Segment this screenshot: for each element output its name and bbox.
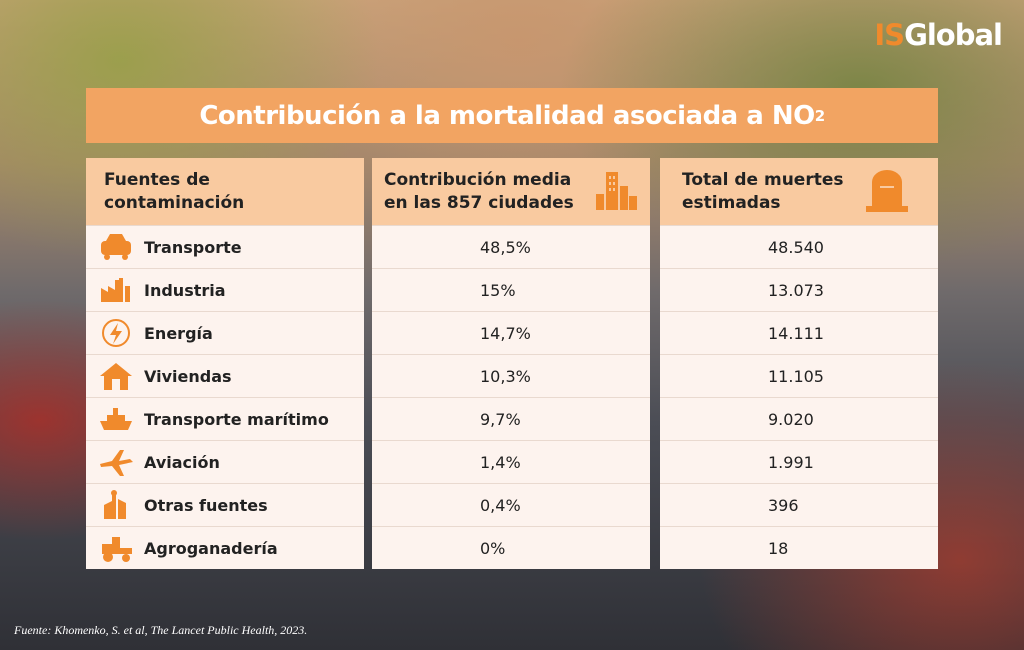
deaths-value: 396 (768, 495, 799, 515)
source-name: Transporte marítimo (144, 409, 329, 429)
deaths-value: 11.105 (768, 366, 824, 386)
source-name: Agroganadería (144, 538, 278, 558)
table-row: 18 (660, 526, 938, 569)
logo-global: Global (904, 18, 1003, 52)
table-row: Energía (86, 311, 364, 354)
table-row: 9,7% (372, 397, 650, 440)
source-name: Industria (144, 280, 226, 300)
table-row: Transporte (86, 225, 364, 268)
table-row: Viviendas (86, 354, 364, 397)
source-icon (101, 278, 130, 302)
source-name: Transporte (144, 237, 242, 257)
table-row: 1,4% (372, 440, 650, 483)
source-name: Energía (144, 323, 213, 343)
footnote: Fuente: Khomenko, S. et al, The Lancet P… (14, 623, 308, 637)
column-deaths: Total de muertes estimadas 48.540 13.073 1… (660, 158, 938, 569)
source-icon (101, 234, 131, 260)
table-row: Otras fuentes (86, 483, 364, 526)
contribution-value: 1,4% (480, 452, 521, 472)
contribution-value: 9,7% (480, 409, 521, 429)
column-header: Fuentes de contaminación (86, 158, 364, 225)
table-row: 14,7% (372, 311, 650, 354)
title-bar: Contribución a la mortalidad asociada a … (86, 88, 938, 143)
table-row: 15% (372, 268, 650, 311)
contribution-value: 15% (480, 280, 516, 300)
table-row: 0% (372, 526, 650, 569)
source-name: Viviendas (144, 366, 232, 386)
table-row: 396 (660, 483, 938, 526)
source-icon (104, 490, 126, 519)
title-subscript: 2 (814, 106, 825, 125)
deaths-value: 1.991 (768, 452, 814, 472)
source-name: Aviación (144, 452, 220, 472)
source-icon (100, 408, 132, 430)
contribution-value: 48,5% (480, 237, 531, 257)
contribution-value: 10,3% (480, 366, 531, 386)
table-row: 13.073 (660, 268, 938, 311)
source-name: Otras fuentes (144, 495, 268, 515)
header-text: Total de muertes estimadas (682, 170, 844, 213)
contribution-value: 0,4% (480, 495, 521, 515)
contribution-value: 14,7% (480, 323, 531, 343)
deaths-value: 13.073 (768, 280, 824, 300)
column-header: Total de muertes estimadas (660, 158, 938, 225)
contribution-value: 0% (480, 538, 506, 558)
table-row: 1.991 (660, 440, 938, 483)
title: Contribución a la mortalidad asociada a … (199, 100, 815, 131)
logo-is: IS (874, 18, 905, 52)
table-row: 0,4% (372, 483, 650, 526)
deaths-value: 18 (768, 538, 789, 558)
tombstone-icon (866, 170, 908, 212)
source-icon (102, 319, 130, 347)
table-row: Agroganadería (86, 526, 364, 569)
table-row: Transporte marítimo (86, 397, 364, 440)
table-row: Aviación (86, 440, 364, 483)
header-text: Contribución media en las 857 ciudades (384, 170, 574, 213)
table-row: 9.020 (660, 397, 938, 440)
column-contribution: Contribución media en las 857 ciudades 4… (372, 158, 650, 569)
city-icon (596, 172, 637, 210)
deaths-value: 9.020 (768, 409, 814, 429)
source-icon (102, 537, 132, 562)
table-row: 10,3% (372, 354, 650, 397)
deaths-value: 48.540 (768, 237, 824, 257)
column-header: Contribución media en las 857 ciudades (372, 158, 650, 225)
table-row: 48.540 (660, 225, 938, 268)
table-row: Industria (86, 268, 364, 311)
logo: ISGlobal (874, 18, 1003, 52)
table-row: 48,5% (372, 225, 650, 268)
table-row: 11.105 (660, 354, 938, 397)
source-icon (100, 450, 133, 476)
column-sources: Fuentes de contaminación Transporte Indus… (86, 158, 364, 569)
source-icon (100, 363, 132, 390)
header-text: Fuentes de contaminación (104, 170, 245, 213)
table-row: 14.111 (660, 311, 938, 354)
deaths-value: 14.111 (768, 323, 824, 343)
